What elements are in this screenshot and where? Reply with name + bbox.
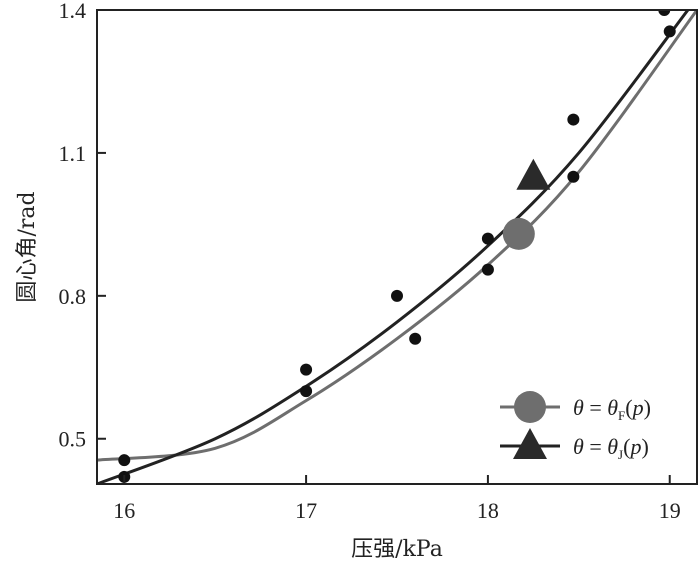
legend-item-j: θ = θJ(p) (500, 428, 649, 462)
data-point (658, 10, 671, 16)
data-point (481, 232, 494, 245)
x-tick-label: 17 (295, 498, 317, 523)
axes: 16 17 18 19 0.5 0.8 1.1 1.4 压强/kPa 圆心角/rad (15, 0, 698, 562)
y-tick-label: 0.8 (59, 284, 87, 309)
y-tick-label: 0.5 (59, 427, 87, 452)
highlight-marker-f (502, 217, 535, 250)
legend: θ = θF(p) θ = θJ(p) (500, 391, 651, 462)
data-point (663, 25, 676, 38)
data-point (300, 363, 313, 376)
highlight-marker-j (516, 158, 551, 190)
legend-label-j: θ = θJ(p) (573, 434, 649, 462)
data-point (118, 454, 131, 467)
x-tick-label: 16 (113, 498, 135, 523)
data-point (567, 170, 580, 183)
fit-curve-f (97, 10, 697, 462)
plot-area (97, 10, 697, 484)
legend-marker-f (514, 391, 546, 423)
x-axis-title: 压强/kPa (351, 537, 443, 562)
x-tick-label: 19 (659, 498, 681, 523)
legend-label-f: θ = θF(p) (573, 395, 651, 423)
data-point (567, 113, 580, 126)
legend-marker-j (513, 428, 547, 459)
legend-item-f: θ = θF(p) (500, 391, 651, 423)
data-point (300, 385, 313, 398)
plot-frame (96, 9, 698, 485)
y-tick-label: 1.4 (59, 0, 87, 23)
data-point (391, 289, 403, 302)
y-tick-label: 1.1 (59, 141, 87, 166)
y-axis-title: 圆心角/rad (15, 191, 40, 302)
data-point (481, 263, 494, 276)
fit-curve-j (97, 10, 690, 484)
x-tick-label: 18 (477, 498, 499, 523)
data-point (409, 332, 422, 345)
